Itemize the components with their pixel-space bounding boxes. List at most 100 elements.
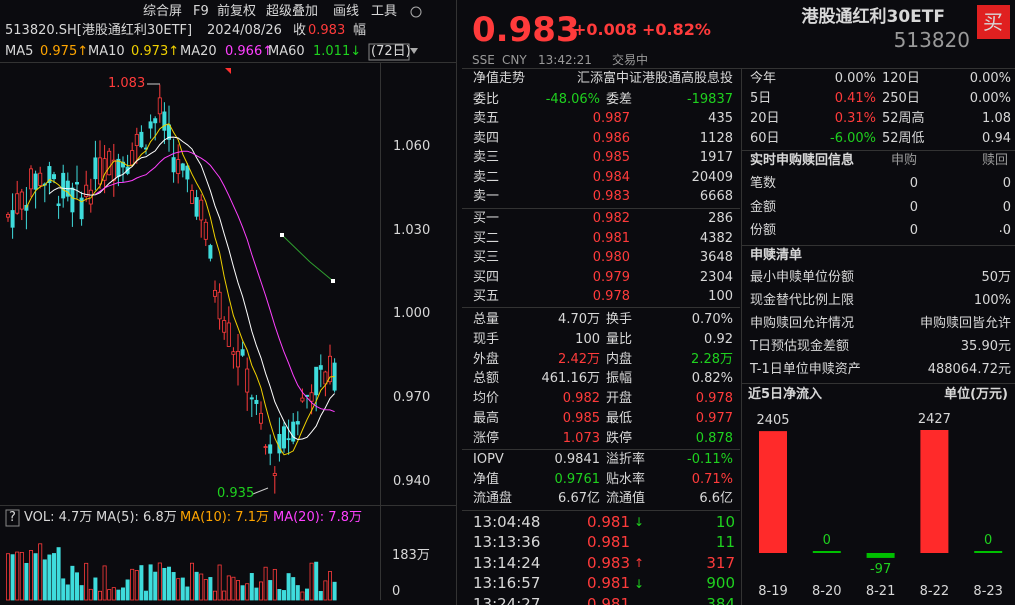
label: 0.986 [592, 130, 630, 146]
label: -0.11% [687, 452, 733, 467]
candle-body [254, 399, 259, 404]
label: 13:04:48 [473, 512, 541, 531]
period[interactable]: (72日) [371, 44, 411, 59]
label: 买四 [473, 269, 500, 285]
label: 1917 [699, 150, 733, 166]
candle-body [199, 199, 204, 221]
line-handle [280, 233, 284, 237]
label: 量比 [606, 331, 633, 347]
volume-bar [323, 580, 328, 601]
volume-bar [272, 568, 277, 601]
label: 5日 [750, 91, 772, 106]
volume-bar [318, 591, 323, 601]
drawn-line [309, 261, 334, 282]
candle-body [162, 111, 167, 131]
price-tick: 1.030 [393, 223, 431, 238]
marker-line [252, 487, 269, 495]
label: 100% [973, 293, 1011, 308]
menu-item[interactable]: 前复权 [217, 4, 257, 19]
label: 0 [1002, 199, 1011, 215]
settings-icon[interactable] [410, 6, 422, 18]
volume-tick: 0 [392, 584, 401, 599]
volume-bar [281, 590, 286, 601]
price-tick: 1.000 [393, 306, 431, 321]
volume-bar [15, 551, 20, 601]
label: 最低 [606, 411, 633, 426]
label: 2.28万 [691, 351, 733, 367]
label: 申购赎回允许情况 [750, 316, 855, 331]
label: 0.82% [691, 371, 733, 387]
label: 赎回 [982, 153, 1009, 168]
label: 幅 [353, 23, 367, 38]
label: 卖一 [473, 189, 500, 205]
volume-bar [217, 564, 222, 601]
volume-bar [212, 590, 217, 601]
label: 3648 [699, 250, 733, 266]
bar [759, 431, 787, 553]
candle-body [98, 157, 103, 185]
period-box[interactable] [368, 43, 410, 61]
help-box[interactable] [5, 509, 20, 527]
candle-body [24, 204, 29, 211]
candle-body [28, 168, 33, 190]
volume-bar [139, 565, 144, 601]
label: 溢折率 [606, 452, 646, 467]
volume-bar [61, 578, 66, 601]
more[interactable]: ... [998, 221, 1011, 236]
volume-bar [157, 562, 162, 601]
candle-body [153, 118, 158, 124]
menu-item[interactable]: F9 [193, 4, 209, 19]
x-tick-label: 8-23 [973, 584, 1003, 599]
fund-code: 513820 [893, 28, 970, 52]
bar [920, 430, 949, 553]
buy-label[interactable]: 买 [983, 10, 1003, 34]
volume-bar [309, 562, 314, 601]
volume-bar [176, 578, 181, 601]
volume-bar [295, 585, 300, 601]
label: 0.878 [695, 430, 733, 446]
label: 0.9841 [554, 452, 601, 467]
candle-body [185, 165, 190, 180]
nav-trend[interactable]: 净值走势 [473, 71, 526, 86]
volume-bar [134, 570, 139, 601]
label: 换手 [606, 312, 633, 327]
candle-body [295, 421, 300, 425]
candle-body [176, 159, 181, 175]
candle-body [148, 121, 153, 129]
candle-body [19, 191, 24, 210]
volume-bar [102, 565, 107, 601]
menu-item[interactable]: 综合屏 [143, 4, 183, 19]
date: 2024/08/26 [207, 23, 282, 38]
volume-bar [249, 573, 254, 601]
volume-bar [180, 577, 185, 601]
menu-item[interactable]: 工具 [371, 4, 398, 19]
price-tick: 0.970 [393, 390, 431, 405]
volume-bar [304, 588, 309, 601]
candle-body [107, 150, 112, 176]
volume-bar [258, 581, 263, 601]
volume-bar [98, 590, 103, 601]
volume-bar [107, 589, 112, 601]
volume-bar [70, 565, 75, 601]
label: 6.67亿 [558, 491, 600, 507]
label: 0 [909, 199, 918, 215]
volume-bar [226, 575, 231, 601]
volume-bar [231, 576, 236, 601]
candle-body [38, 172, 43, 186]
ma-name: MA10 [88, 44, 125, 59]
menu-item[interactable]: 画线 [333, 4, 360, 19]
buy-button[interactable] [977, 5, 1010, 39]
menu-item[interactable]: 超级叠加 [266, 4, 319, 19]
label: 0.987 [592, 111, 630, 126]
label: 0 [1002, 176, 1011, 191]
flag [225, 68, 231, 74]
dropdown[interactable] [410, 48, 418, 54]
label: ↓ [634, 576, 645, 591]
label: 6.6亿 [699, 491, 733, 507]
label: 开盘 [606, 391, 633, 407]
volume-bar [116, 589, 121, 601]
help[interactable]: ? [9, 510, 16, 525]
label: 净值 [473, 471, 500, 487]
